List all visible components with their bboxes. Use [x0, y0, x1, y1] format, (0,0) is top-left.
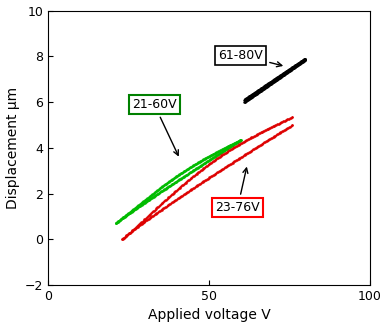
Text: 61-80V: 61-80V [219, 49, 282, 67]
Text: 23-76V: 23-76V [215, 168, 260, 214]
Y-axis label: Displacement μm: Displacement μm [5, 87, 20, 209]
X-axis label: Applied voltage V: Applied voltage V [147, 308, 270, 322]
Text: 21-60V: 21-60V [132, 98, 178, 155]
